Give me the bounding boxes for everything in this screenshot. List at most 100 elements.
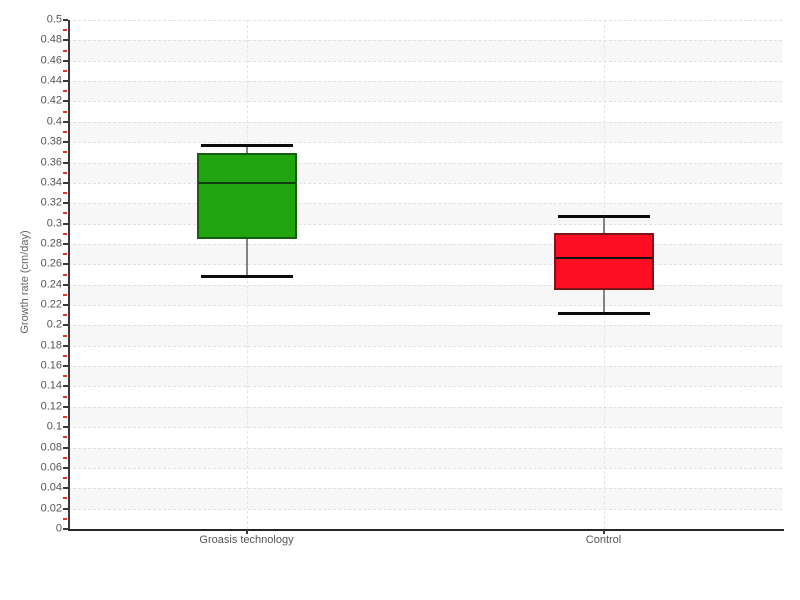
- y-tick: [63, 487, 68, 490]
- y-minor-tick: [63, 293, 67, 296]
- box-groasis-technology: [196, 153, 297, 239]
- y-tick: [63, 181, 68, 184]
- h-gridline: [68, 488, 782, 490]
- h-gridline: [68, 467, 782, 469]
- h-gridline: [68, 203, 782, 205]
- y-tick: [63, 59, 68, 62]
- h-gridline: [68, 182, 782, 184]
- y-tick-label: 0.46: [40, 54, 62, 67]
- y-grid-band: [68, 325, 782, 346]
- h-gridline: [68, 20, 782, 21]
- y-axis-line: [68, 20, 70, 530]
- y-tick: [63, 507, 68, 510]
- y-minor-tick: [63, 212, 67, 215]
- y-tick-label: 0.1: [46, 420, 62, 433]
- y-minor-tick: [63, 436, 67, 439]
- y-tick: [63, 466, 68, 469]
- y-grid-band: [68, 447, 782, 468]
- y-grid-band: [68, 366, 782, 387]
- y-tick-label: 0.48: [40, 33, 62, 46]
- y-tick-label: 0.32: [40, 196, 62, 209]
- whisker-cap-top-control: [557, 214, 650, 218]
- y-minor-tick: [63, 517, 67, 520]
- box-median-groasis-technology: [198, 181, 295, 184]
- y-tick: [63, 426, 68, 429]
- h-gridline: [68, 508, 782, 510]
- box-control: [553, 232, 654, 290]
- h-gridline: [68, 223, 782, 225]
- h-gridline: [68, 264, 782, 266]
- y-tick: [63, 141, 68, 144]
- y-tick: [63, 80, 68, 83]
- y-grid-band: [68, 406, 782, 428]
- y-grid-band: [68, 488, 782, 509]
- x-axis-line: [68, 529, 784, 531]
- h-gridline: [68, 162, 782, 164]
- y-tick-label: 0.36: [40, 156, 62, 169]
- y-tick: [63, 202, 68, 205]
- y-minor-tick: [63, 49, 67, 52]
- y-tick-label: 0.08: [40, 441, 62, 454]
- h-gridline: [68, 366, 782, 368]
- y-tick-label: 0.5: [46, 13, 62, 26]
- x-tick: [602, 529, 605, 534]
- y-tick-label: 0.26: [40, 257, 62, 270]
- y-minor-tick: [63, 151, 67, 154]
- y-tick-label: 0: [55, 522, 62, 535]
- y-tick: [63, 283, 68, 286]
- y-minor-tick: [63, 171, 67, 174]
- y-tick-label: 0.24: [40, 278, 62, 291]
- h-gridline: [68, 406, 782, 408]
- y-tick: [63, 19, 68, 21]
- y-grid-band: [68, 40, 782, 61]
- y-minor-tick: [63, 29, 67, 32]
- y-tick: [63, 405, 68, 408]
- y-grid-band: [68, 121, 782, 143]
- y-tick-label: 0.2: [46, 318, 62, 331]
- y-minor-tick: [63, 416, 67, 419]
- y-tick-label: 0.34: [40, 176, 62, 189]
- y-tick: [63, 120, 68, 123]
- y-tick: [63, 344, 68, 347]
- y-grid-band: [68, 162, 782, 183]
- x-tick-label: Groasis technology: [199, 534, 294, 546]
- y-minor-tick: [63, 314, 67, 317]
- y-tick-label: 0.42: [40, 94, 62, 107]
- y-minor-tick: [63, 232, 67, 235]
- y-grid-band: [68, 203, 782, 224]
- y-tick-label: 0.02: [40, 502, 62, 515]
- y-tick: [63, 242, 68, 245]
- y-tick: [63, 365, 68, 368]
- y-minor-tick: [63, 130, 67, 133]
- y-tick-label: 0.12: [40, 400, 62, 413]
- h-gridline: [68, 447, 782, 449]
- whisker-cap-top-groasis-technology: [200, 143, 293, 147]
- h-gridline: [68, 81, 782, 83]
- y-minor-tick: [63, 253, 67, 256]
- y-tick-label: 0.22: [40, 298, 62, 311]
- h-gridline: [68, 40, 782, 42]
- y-tick: [63, 161, 68, 164]
- y-minor-tick: [63, 354, 67, 357]
- y-tick-label: 0.16: [40, 359, 62, 372]
- y-grid-band: [68, 284, 782, 306]
- y-tick: [63, 304, 68, 307]
- y-tick: [63, 222, 68, 225]
- h-gridline: [68, 305, 782, 307]
- y-minor-tick: [63, 334, 67, 337]
- whisker-cap-bottom-groasis-technology: [200, 275, 293, 279]
- y-tick-label: 0.04: [40, 481, 62, 494]
- y-tick-label: 0.4: [46, 115, 62, 128]
- y-minor-tick: [63, 456, 67, 459]
- y-tick: [63, 324, 68, 327]
- h-gridline: [68, 101, 782, 103]
- h-gridline: [68, 386, 782, 388]
- h-gridline: [68, 121, 782, 123]
- y-tick-label: 0.18: [40, 339, 62, 352]
- h-gridline: [68, 345, 782, 347]
- y-tick: [63, 385, 68, 388]
- x-tick-label: Control: [585, 534, 622, 546]
- y-minor-tick: [63, 110, 67, 113]
- y-tick: [63, 446, 68, 449]
- y-grid-band: [68, 243, 782, 265]
